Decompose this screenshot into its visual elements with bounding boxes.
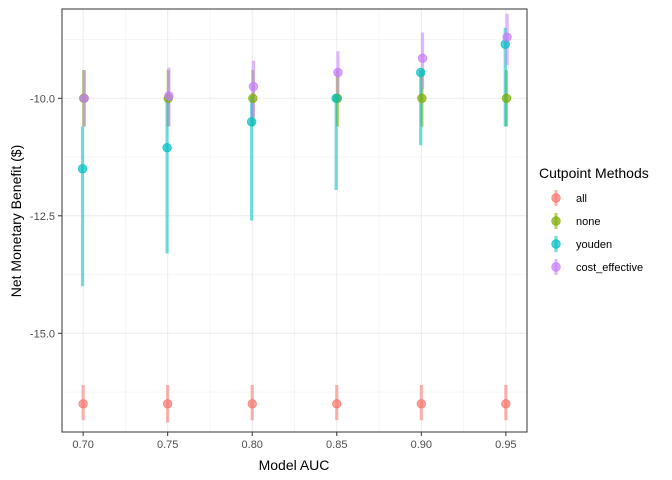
x-tick-label: 0.85 <box>326 439 347 451</box>
legend-label-none: none <box>576 216 600 228</box>
legend-key-point-youden <box>551 239 561 249</box>
point-none <box>417 93 427 104</box>
x-tick-label: 0.80 <box>242 439 263 451</box>
plot-border <box>61 8 528 433</box>
point-youden <box>246 117 257 127</box>
legend-label-cost_effective: cost_effective <box>576 262 643 274</box>
x-tick-label: 0.70 <box>72 439 93 451</box>
point-all <box>247 399 257 409</box>
point-cost_effective <box>333 67 343 78</box>
y-tick-label: -15.0 <box>30 328 55 340</box>
legend-key-point-all <box>551 193 561 203</box>
point-cost_effective <box>248 81 259 92</box>
legend-key-point-none <box>551 216 561 226</box>
point-all <box>78 399 88 409</box>
y-tick-label: -12.5 <box>30 211 55 223</box>
point-cost_effective <box>417 53 428 64</box>
point-all <box>416 399 427 409</box>
legend-label-all: all <box>576 193 587 205</box>
x-tick-label: 0.90 <box>411 439 432 451</box>
point-all <box>332 399 342 409</box>
point-cost_effective <box>79 93 90 104</box>
point-youden <box>162 142 172 153</box>
point-cost_effective <box>502 32 512 42</box>
x-tick-label: 0.75 <box>157 439 178 451</box>
data-points <box>77 32 512 409</box>
y-tick-label: -10.0 <box>30 93 55 105</box>
legend-title: Cutpoint Methods <box>539 165 649 181</box>
point-youden <box>77 164 88 174</box>
legend-label-youden: youden <box>576 239 612 251</box>
axis-ticks: 0.70 0.75 0.80 0.85 0.90 0.95 -10.0 -12.5 -15.0 <box>30 93 517 451</box>
point-none <box>248 93 258 104</box>
point-all <box>162 399 173 409</box>
point-all <box>501 399 511 409</box>
point-youden <box>416 67 426 78</box>
point-youden <box>331 93 341 104</box>
point-cost_effective <box>164 91 174 101</box>
point-none <box>501 93 512 104</box>
x-axis-title: Model AUC <box>259 457 330 473</box>
x-tick-label: 0.95 <box>495 439 516 451</box>
legend-key-point-cost_effective <box>551 262 561 272</box>
legend: Cutpoint Methods all none youden cost_effec… <box>539 165 649 275</box>
y-axis-title: Net Monetary Benefit ($) <box>8 145 24 298</box>
